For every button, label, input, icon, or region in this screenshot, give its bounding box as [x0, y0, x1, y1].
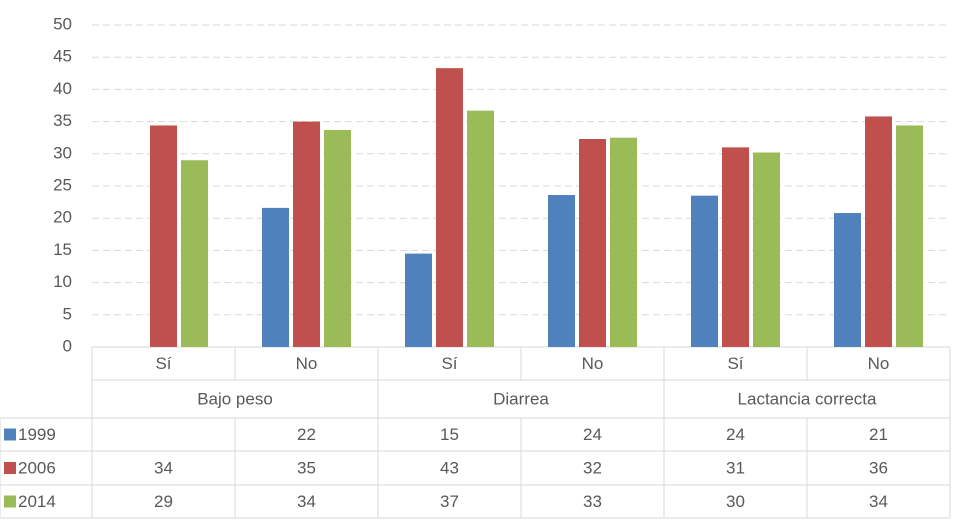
table-cell: 21 — [869, 425, 888, 444]
table-cell: 34 — [154, 458, 173, 477]
group-label: Lactancia correcta — [738, 389, 877, 408]
bar — [579, 138, 606, 347]
table-cell: 43 — [440, 458, 459, 477]
table-cell: 34 — [869, 492, 888, 511]
legend-label: 1999 — [18, 425, 56, 444]
bar — [405, 253, 432, 347]
x-tick-label: Sí — [155, 354, 171, 373]
x-tick-label: No — [582, 354, 604, 373]
bar — [834, 213, 861, 347]
legend-swatch — [4, 462, 16, 474]
y-tick-label: 0 — [63, 336, 72, 355]
legend-label: 2014 — [18, 492, 56, 511]
table-cell: 36 — [869, 458, 888, 477]
y-tick-label: 5 — [63, 304, 72, 323]
table-cell: 35 — [297, 458, 316, 477]
y-tick-label: 50 — [53, 14, 72, 33]
bar — [467, 110, 494, 347]
bar — [324, 129, 351, 347]
table-cell: 15 — [440, 425, 459, 444]
table-cell: 24 — [726, 425, 745, 444]
x-tick-label: Sí — [441, 354, 457, 373]
bar — [150, 125, 177, 348]
bar — [865, 116, 892, 347]
x-tick-label: No — [868, 354, 890, 373]
x-tick-label: No — [296, 354, 318, 373]
bar — [293, 121, 320, 347]
y-tick-label: 30 — [53, 143, 72, 162]
table-cell: 22 — [297, 425, 316, 444]
y-tick-label: 45 — [53, 47, 72, 66]
y-tick-label: 25 — [53, 175, 72, 194]
bar — [691, 195, 718, 347]
y-tick-label: 35 — [53, 111, 72, 130]
table-cell: 30 — [726, 492, 745, 511]
x-tick-label: Sí — [727, 354, 743, 373]
bar — [722, 147, 749, 347]
bar — [896, 125, 923, 348]
bar — [181, 160, 208, 347]
table-cell: 29 — [154, 492, 173, 511]
legend-swatch — [4, 495, 16, 508]
y-tick-label: 20 — [53, 208, 72, 227]
table-cell: 37 — [440, 492, 459, 511]
legend-label: 2006 — [18, 458, 56, 477]
bar — [262, 207, 289, 347]
table-cell: 33 — [583, 492, 602, 511]
group-label: Bajo peso — [197, 389, 273, 408]
table-cell: 31 — [726, 458, 745, 477]
bar — [753, 152, 780, 347]
table-cell: 32 — [583, 458, 602, 477]
y-tick-label: 15 — [53, 240, 72, 259]
bar — [436, 68, 463, 347]
legend-swatch — [4, 428, 16, 441]
table-cell: 34 — [297, 492, 316, 511]
group-label: Diarrea — [493, 389, 549, 408]
y-tick-label: 40 — [53, 79, 72, 98]
y-tick-label: 10 — [53, 272, 72, 291]
table-cell: 24 — [583, 425, 602, 444]
bar — [548, 195, 575, 347]
bar — [610, 137, 637, 347]
